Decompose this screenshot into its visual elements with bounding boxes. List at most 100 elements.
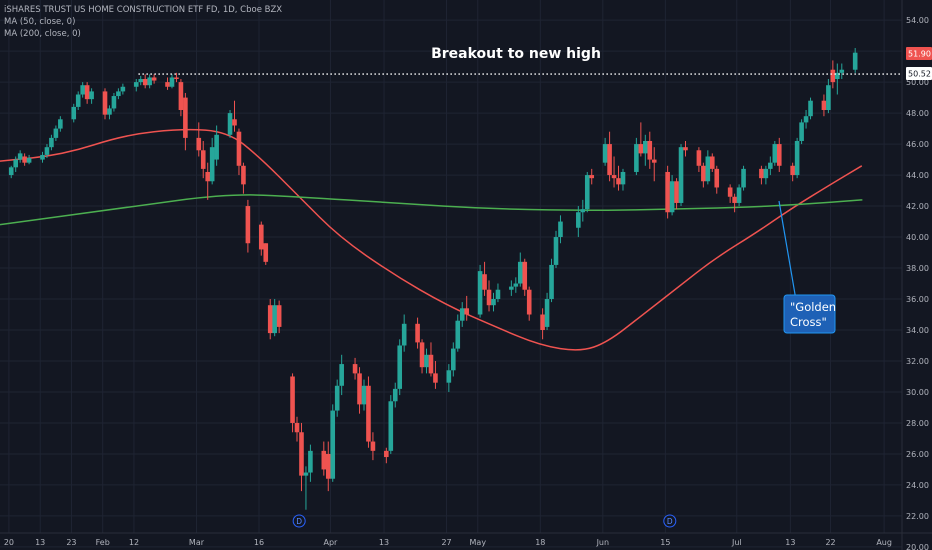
candle-85: [540, 308, 545, 340]
candle-56: [357, 367, 362, 414]
candle-39: [245, 199, 251, 253]
candle-45: [290, 373, 295, 433]
candle-43: [272, 299, 277, 337]
candle-body: [58, 119, 63, 129]
candle-66: [419, 339, 425, 374]
candle-50: [321, 441, 327, 476]
dividend-marker-circle: [663, 514, 677, 528]
x-axis[interactable]: 20 13 23 Feb 12 Mar 16 Apr 13 27 May 18 Jun 15 Jul 13 22…: [4, 538, 892, 547]
candle-body: [392, 388, 398, 402]
candle-86: [544, 292, 550, 330]
last-price-tag-bg: [906, 47, 932, 60]
candle-body: [607, 144, 612, 176]
candle-22: [142, 74, 148, 89]
legend-ma200[interactable]: MA (200, close, 0): [4, 29, 81, 39]
candle-body: [303, 472, 309, 476]
x-tick-label-4: 12: [129, 538, 139, 547]
dividend-marker-label: D: [296, 517, 302, 526]
candle-98: [620, 168, 626, 191]
candle-body: [361, 385, 367, 405]
candle-106: [674, 178, 679, 210]
candle-52: [330, 404, 336, 482]
candle-body: [576, 212, 581, 228]
candle-body: [495, 289, 501, 300]
candle-11: [75, 91, 81, 110]
candle-24: [151, 74, 157, 84]
candle-87: [549, 258, 554, 303]
candle-body: [294, 422, 300, 433]
level-price-tag-text: 50.52: [908, 70, 931, 79]
candle-body: [589, 175, 595, 179]
y-tick-label-15: 50.00: [906, 78, 929, 87]
candle-30: [196, 122, 202, 157]
candle-body: [44, 147, 50, 155]
candle-body: [138, 79, 144, 83]
candle-body: [790, 165, 795, 176]
legend-symbol-title[interactable]: iSHARES TRUST US HOME CONSTRUCTION ETF F…: [4, 5, 282, 15]
candle-81: [513, 277, 519, 293]
candle-body: [477, 271, 483, 315]
y-tick-label-13: 46.00: [906, 140, 929, 149]
candle-73: [459, 302, 465, 327]
candle-63: [397, 339, 403, 396]
golden-cross-pointer: [778, 200, 797, 301]
dividend-marker-0[interactable]: D: [292, 514, 306, 528]
candle-body: [299, 432, 304, 476]
candle-33: [209, 137, 215, 185]
y-tick-label-0: 20.00: [906, 543, 929, 550]
candle-body: [678, 147, 684, 203]
x-tick-label-10: May: [470, 538, 487, 547]
y-tick-label-2: 24.00: [906, 481, 929, 490]
candle-77: [486, 280, 492, 312]
candle-89: [558, 215, 563, 244]
candle-8: [53, 125, 59, 141]
candle-body: [763, 168, 769, 179]
candle-body: [214, 134, 219, 160]
candle-44: [276, 300, 282, 334]
candle-body: [111, 96, 117, 109]
candle-93: [589, 168, 595, 185]
candle-102: [647, 131, 653, 169]
dividend-marker-1[interactable]: D: [663, 514, 677, 528]
candle-124: [794, 137, 800, 179]
candle-body: [517, 261, 523, 284]
candle-117: [741, 165, 746, 191]
candle-body: [200, 150, 206, 169]
candle-body: [651, 159, 657, 163]
candle-body: [352, 364, 358, 374]
candle-body: [147, 77, 152, 86]
x-tick-label-16: 22: [825, 538, 835, 547]
candle-body: [428, 354, 434, 374]
dividend-marker-circle: [292, 514, 306, 528]
candle-body: [205, 171, 211, 182]
candle-body: [611, 175, 617, 179]
candle-body: [683, 147, 688, 151]
x-tick-label-12: Jun: [596, 538, 610, 547]
candle-74: [464, 295, 469, 321]
candle-125: [799, 119, 804, 145]
candle-49: [308, 444, 313, 482]
candle-body: [80, 85, 85, 95]
candle-76: [482, 261, 487, 296]
legend-ma50[interactable]: MA (50, close, 0): [4, 17, 75, 27]
candle-body: [321, 450, 327, 470]
candle-body: [232, 119, 237, 126]
candle-body: [553, 237, 559, 265]
y-tick-label-7: 34.00: [906, 326, 929, 335]
candle-105: [669, 175, 675, 216]
candle-body: [40, 154, 45, 160]
x-tick-label-14: Jul: [731, 538, 742, 547]
level-price-tag-bg: [906, 67, 932, 80]
candle-59: [370, 432, 376, 461]
candle-body: [102, 91, 108, 115]
candle-body: [701, 165, 706, 182]
candle-body: [549, 264, 554, 300]
candle-54: [339, 354, 344, 396]
golden-cross-callout[interactable]: "Golden Cross": [778, 200, 836, 334]
candle-115: [732, 193, 737, 213]
candle-69: [433, 360, 438, 389]
candle-32: [205, 162, 211, 200]
candle-body: [852, 52, 858, 70]
